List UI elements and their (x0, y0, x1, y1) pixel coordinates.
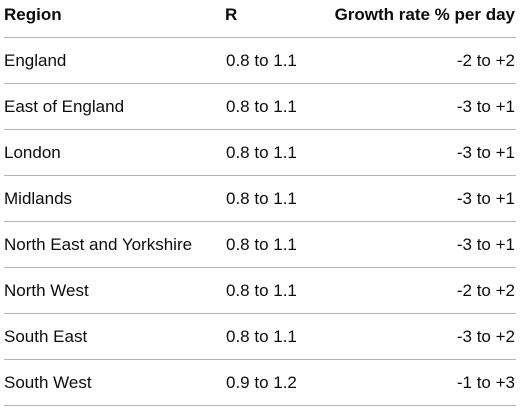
cell-region: South West (4, 372, 92, 392)
cell-region: North East and Yorkshire (4, 234, 193, 254)
cell-r: 0.8 to 1.1 (226, 142, 297, 162)
table-row: Midlands 0.8 to 1.1 -3 to +1 (4, 176, 516, 222)
cell-region: London (4, 142, 61, 162)
cell-region: England (4, 50, 67, 70)
cell-r: 0.8 to 1.1 (226, 326, 297, 346)
cell-growth-rate: -3 to +2 (456, 326, 515, 346)
cell-region: South East (4, 326, 88, 346)
table-row: North East and Yorkshire 0.8 to 1.1 -3 t… (4, 222, 516, 268)
header-growth-rate: Growth rate % per day (334, 5, 515, 24)
cell-r: 0.8 to 1.1 (226, 280, 297, 300)
table-row: London 0.8 to 1.1 -3 to +1 (4, 130, 516, 176)
cell-growth-rate: -1 to +3 (456, 372, 515, 392)
cell-region: Midlands (4, 188, 73, 208)
header-r: R (225, 5, 238, 24)
cell-r: 0.8 to 1.1 (226, 234, 297, 254)
cell-r: 0.8 to 1.1 (226, 188, 297, 208)
cell-r: 0.9 to 1.2 (226, 372, 297, 392)
table-row: South East 0.8 to 1.1 -3 to +2 (4, 314, 516, 360)
table-row: England 0.8 to 1.1 -2 to +2 (4, 38, 516, 84)
cell-growth-rate: -2 to +2 (456, 50, 515, 70)
table-header-row: Region R Growth rate % per day (4, 0, 516, 38)
cell-growth-rate: -3 to +1 (456, 188, 515, 208)
cell-growth-rate: -3 to +1 (456, 96, 515, 116)
header-region: Region (4, 5, 62, 24)
cell-growth-rate: -3 to +1 (456, 234, 515, 254)
cell-r: 0.8 to 1.1 (226, 50, 297, 70)
cell-region: East of England (4, 96, 125, 116)
cell-growth-rate: -3 to +1 (456, 142, 515, 162)
cell-r: 0.8 to 1.1 (226, 96, 297, 116)
cell-region: North West (4, 280, 89, 300)
table-row: East of England 0.8 to 1.1 -3 to +1 (4, 84, 516, 130)
cell-growth-rate: -2 to +2 (456, 280, 515, 300)
table-row: South West 0.9 to 1.2 -1 to +3 (4, 360, 516, 406)
r-growth-table: Region R Growth rate % per day England 0… (4, 0, 516, 406)
table-row: North West 0.8 to 1.1 -2 to +2 (4, 268, 516, 314)
